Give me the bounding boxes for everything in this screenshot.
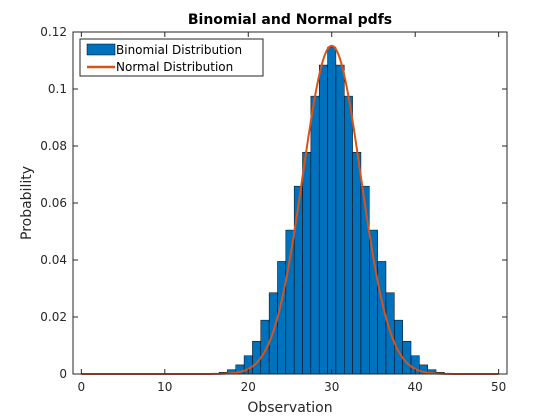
y-tick-label: 0 xyxy=(59,367,67,381)
legend: Binomial Distribution Normal Distributio… xyxy=(79,38,264,77)
y-axis-label: Probability xyxy=(19,166,35,240)
bar-x39 xyxy=(402,340,412,375)
bar-x30 xyxy=(327,46,337,375)
bar-x32 xyxy=(344,95,353,375)
bar-x24 xyxy=(277,261,287,375)
bar-x28 xyxy=(310,95,320,375)
chart-title: Binomial and Normal pdfs xyxy=(188,12,392,28)
y-tick-label: 0.06 xyxy=(40,196,67,210)
bar-x34 xyxy=(360,185,370,375)
y-tick-label: 0.02 xyxy=(40,310,67,324)
legend-binomial-label: Binomial Distribution xyxy=(116,43,242,57)
legend-bar-swatch xyxy=(86,43,116,56)
x-tick-label: 50 xyxy=(491,380,506,394)
x-tick-label: 10 xyxy=(157,380,172,394)
y-tick-label: 0.08 xyxy=(40,139,67,153)
bar-x35 xyxy=(369,229,378,375)
x-tick-label: 40 xyxy=(408,380,423,394)
bar-x26 xyxy=(293,185,303,375)
x-tick-label: 0 xyxy=(78,380,86,394)
bar-x29 xyxy=(318,64,328,375)
legend-normal-label: Normal Distribution xyxy=(116,60,233,74)
bar-x21 xyxy=(252,340,262,375)
x-ticks: 0 10 20 30 40 50 xyxy=(78,32,506,394)
bar-x27 xyxy=(302,152,312,375)
y-tick-label: 0.12 xyxy=(40,25,67,39)
bar-x31 xyxy=(335,64,345,375)
bar-x25 xyxy=(285,229,295,375)
x-axis-label: Observation xyxy=(247,400,332,416)
bar-x33 xyxy=(352,152,362,375)
y-tick-label: 0.1 xyxy=(48,82,67,96)
y-tick-label: 0.04 xyxy=(40,253,67,267)
x-tick-label: 20 xyxy=(241,380,256,394)
x-tick-label: 30 xyxy=(324,380,339,394)
y-ticks: 0 0.02 0.04 0.06 0.08 0.1 0.12 xyxy=(40,25,507,381)
bar-x36 xyxy=(377,261,387,375)
